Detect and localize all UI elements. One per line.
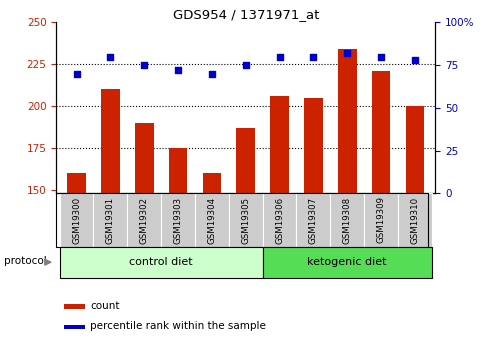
Text: GSM19310: GSM19310 (409, 196, 419, 244)
Text: GSM19305: GSM19305 (241, 196, 250, 244)
Bar (67, 173, 86, 193)
Text: GSM19309: GSM19309 (376, 196, 385, 244)
Point (275, 54, 283, 59)
Bar (405, 106, 424, 193)
Bar (364, 193, 397, 247)
Bar (262, 193, 296, 247)
Text: protocol: protocol (4, 256, 47, 266)
Text: ketogenic diet: ketogenic diet (307, 257, 386, 267)
Bar (60, 193, 93, 247)
Bar (60, 247, 262, 278)
Text: percentile rank within the sample: percentile rank within the sample (90, 321, 265, 331)
Bar (101, 89, 120, 193)
Bar (63, 325, 84, 329)
Text: control diet: control diet (129, 257, 193, 267)
Text: GSM19304: GSM19304 (207, 196, 216, 244)
Bar (63, 304, 84, 309)
Bar (93, 193, 127, 247)
Text: GSM19301: GSM19301 (106, 196, 115, 244)
Point (73, 71, 81, 76)
Text: count: count (90, 301, 120, 311)
Bar (161, 193, 195, 247)
Point (174, 68, 182, 73)
Text: GSM19300: GSM19300 (72, 196, 81, 244)
Bar (337, 49, 356, 193)
Bar (262, 247, 431, 278)
Point (343, 50, 350, 56)
Bar (304, 98, 322, 193)
Bar (228, 193, 262, 247)
Bar (135, 123, 153, 193)
Point (207, 71, 215, 76)
Title: GDS954 / 1371971_at: GDS954 / 1371971_at (172, 8, 318, 21)
Point (106, 54, 114, 59)
Point (241, 62, 249, 68)
Text: GSM19308: GSM19308 (342, 196, 351, 244)
Point (410, 57, 418, 63)
Bar (236, 128, 255, 193)
Text: GSM19303: GSM19303 (173, 196, 182, 244)
Point (376, 54, 384, 59)
Point (140, 62, 148, 68)
Bar (195, 193, 228, 247)
Text: GSM19307: GSM19307 (308, 196, 317, 244)
Bar (168, 148, 187, 193)
Text: GSM19302: GSM19302 (140, 196, 148, 244)
Bar (371, 71, 389, 193)
Bar (296, 193, 329, 247)
Bar (329, 193, 364, 247)
Bar (270, 96, 288, 193)
Bar (127, 193, 161, 247)
Bar (202, 173, 221, 193)
Point (309, 54, 317, 59)
Bar (397, 193, 431, 247)
Text: GSM19306: GSM19306 (274, 196, 284, 244)
